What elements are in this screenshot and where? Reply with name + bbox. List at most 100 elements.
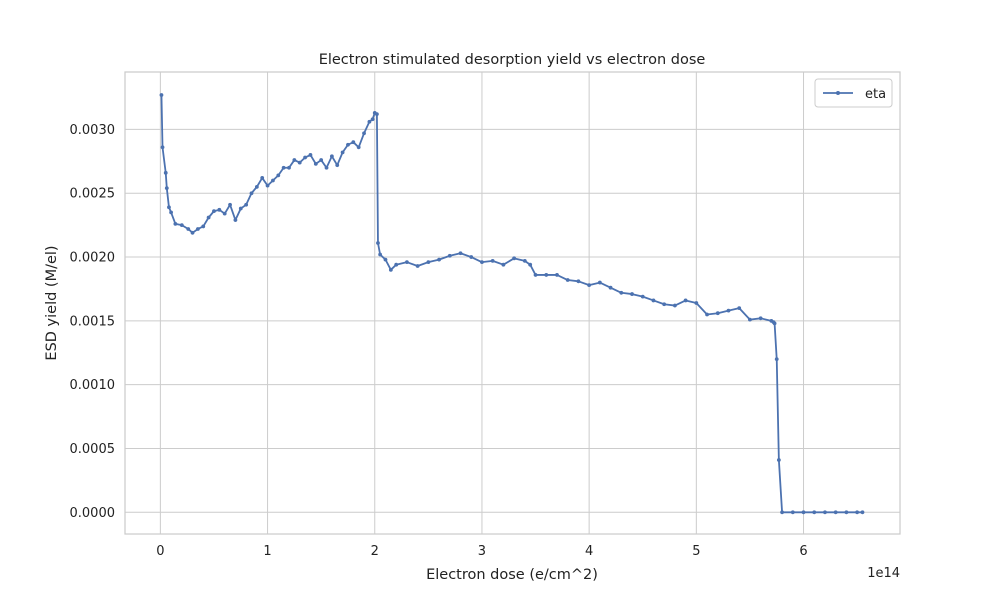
data-point [673,303,677,308]
y-tick-label: 0.0015 [70,314,116,329]
y-tick-label: 0.0020 [70,251,116,266]
plot-area [125,72,900,534]
data-point [758,316,763,321]
legend: eta [814,78,893,108]
data-point [367,119,372,124]
data-point [737,306,742,310]
legend-label-eta: eta [865,87,886,102]
data-point [705,312,709,317]
data-point [576,279,581,284]
data-point [630,292,634,296]
data-point [346,142,350,147]
data-point [715,311,720,316]
data-point [303,155,307,160]
data-point [522,258,527,263]
legend-marker-swatch [836,91,840,95]
data-point [362,131,366,136]
data-point [319,158,324,162]
data-point [501,262,506,267]
data-point [308,153,313,157]
data-point [651,298,656,303]
data-point [533,273,538,277]
data-point [249,191,254,196]
data-point [201,224,206,229]
data-point [254,184,259,189]
data-point [405,260,409,265]
x-tick-label: 1 [263,544,271,559]
data-point [297,160,302,165]
data-point [271,178,275,183]
data-point [394,262,399,267]
data-point [238,206,243,211]
data-point [186,227,191,231]
x-tick-label: 6 [799,544,807,559]
data-point [855,510,860,515]
data-point [812,510,817,515]
data-point [340,150,345,155]
data-point [173,221,178,226]
tick-labels: 0 1 2 3 4 5 6 0.0000 0.0005 0.0010 0.0015 0.0020 0.0… [70,123,808,559]
data-point [388,267,393,272]
data-point [244,202,249,207]
x-axis-label: Electron dose (e/cm^2) [426,567,598,583]
x-tick-label: 2 [371,544,379,559]
data-point [426,260,431,265]
data-point [167,205,171,210]
data-point [555,273,559,277]
x-tick-label: 3 [478,544,486,559]
data-point [608,285,613,290]
series-eta [159,93,865,515]
data-point [833,510,838,515]
data-point [212,209,216,214]
data-point [190,230,195,235]
data-point [469,255,474,259]
data-point [206,215,211,220]
data-point [597,280,602,285]
data-point [565,278,570,282]
data-point [640,294,645,299]
data-point [195,227,200,231]
x-tick-label: 4 [585,544,593,559]
data-point [528,262,533,267]
data-point [619,290,624,295]
data-point [844,510,849,515]
data-point [860,510,865,515]
data-point [233,218,238,222]
data-point [587,283,592,288]
data-point [480,260,484,265]
data-point [694,301,699,305]
y-axis-label: ESD yield (M/el) [44,245,60,360]
data-point [329,154,334,159]
data-point [458,251,463,256]
data-point [276,173,281,178]
data-point [437,257,441,262]
data-point [780,510,784,515]
data-point [376,241,380,245]
data-point [490,258,495,263]
y-tick-label: 0.0010 [70,378,116,393]
data-point [222,211,227,216]
data-point [179,223,184,228]
data-point [228,202,232,207]
data-point [726,308,731,313]
data-point [790,510,795,515]
plot-frame [124,71,901,535]
data-point [313,161,318,166]
chart-title: Electron stimulated desorption yield vs … [319,52,706,68]
data-point [260,176,265,180]
data-point [370,117,375,122]
y-tick-label: 0.0000 [70,506,116,521]
data-point [287,165,291,170]
data-point [512,256,517,261]
data-point [164,186,169,191]
data-point [292,158,297,162]
data-point [823,510,827,515]
legend-box [814,78,893,108]
y-tick-label: 0.0005 [70,442,116,457]
data-point [378,252,383,257]
data-point [265,183,270,188]
data-point [351,140,356,145]
data-point [748,317,752,322]
data-point [447,253,452,258]
data-point [335,163,340,168]
